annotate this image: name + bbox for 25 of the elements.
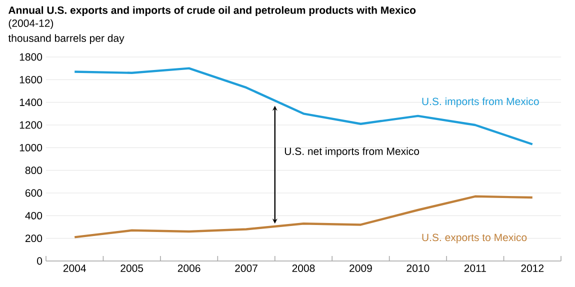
y-tick-label: 1400 xyxy=(20,98,42,106)
y-axis-title: thousand barrels per day xyxy=(8,34,124,44)
text: U.S. exports to Mexico xyxy=(422,233,527,244)
x-tick-label: 2011 xyxy=(464,264,486,272)
y-tick-label: 400 xyxy=(25,212,42,220)
x-tick-label: 2006 xyxy=(178,264,200,272)
y-tick-label: 200 xyxy=(25,234,42,242)
x-tick-label: 2004 xyxy=(63,264,86,272)
x-tick-label: 2008 xyxy=(292,264,315,272)
x-tick-label: 2009 xyxy=(350,264,372,272)
y-tick-label: 1000 xyxy=(20,144,42,152)
series-label: U.S. imports from Mexico xyxy=(422,97,539,108)
y-tick-label: 1600 xyxy=(20,76,42,84)
x-tick-label: 2012 xyxy=(521,264,544,272)
x-tick-label: 2010 xyxy=(406,264,430,272)
chart-title: Annual U.S. exports and imports of crude oil and petroleum products with Mexico xyxy=(8,6,416,16)
y-tick-label: 600 xyxy=(25,189,42,197)
x-tick-label: 2005 xyxy=(120,264,144,272)
annotation: U.S. net imports from Mexico xyxy=(284,147,420,158)
y-tick-label: 1200 xyxy=(20,121,42,129)
y-tick-label: 0 xyxy=(37,257,42,265)
x-tick-label: 2007 xyxy=(235,264,258,272)
chart-subtitle: (2004-12) xyxy=(8,19,54,29)
y-tick-label: 800 xyxy=(25,166,42,174)
y-tick-label: 1800 xyxy=(20,53,42,61)
